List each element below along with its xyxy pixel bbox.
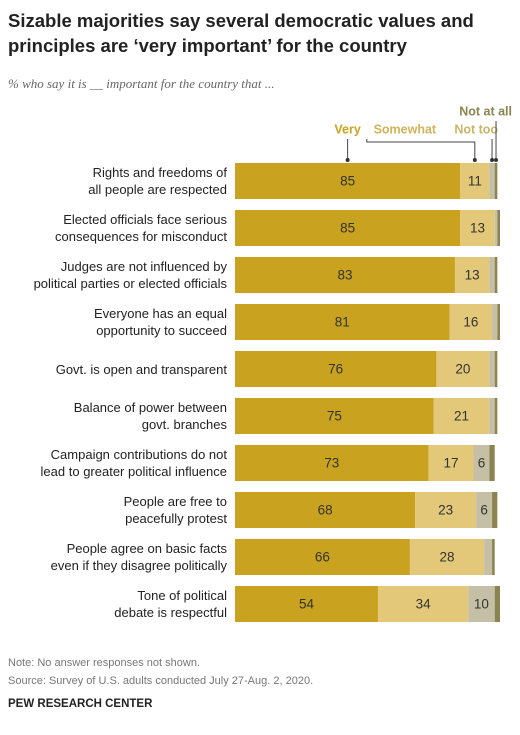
value-label: 76 [328, 362, 343, 377]
bar-segment [454, 257, 490, 293]
value-label: 34 [416, 597, 432, 612]
value-label: 54 [299, 597, 315, 612]
bar-segment [433, 398, 490, 434]
value-label: 6 [480, 503, 488, 518]
bar-segment [484, 539, 493, 575]
bar-segment [489, 257, 495, 293]
bar-segment [497, 210, 500, 246]
bar-segment [235, 304, 450, 340]
row-label: Govt. is open and transparent [55, 361, 227, 377]
row-label: Rights and freedoms of all people are re… [88, 165, 227, 197]
note: Note: No answer responses not shown. [8, 657, 200, 669]
bar-segment [378, 586, 469, 622]
value-label: 21 [454, 409, 469, 424]
bar-segment [428, 445, 474, 481]
value-label: 81 [335, 315, 350, 330]
value-label: 17 [443, 456, 458, 471]
value-label: 83 [337, 268, 352, 283]
value-label: 73 [324, 456, 339, 471]
bar-segment [489, 163, 495, 199]
value-label: 85 [340, 221, 355, 236]
bar-segment [489, 445, 495, 481]
bar-segment [235, 351, 437, 387]
leader-dot [490, 158, 495, 162]
value-label: 10 [474, 597, 489, 612]
leader-dot [345, 158, 350, 162]
value-label: 68 [318, 503, 333, 518]
source: Source: Survey of U.S. adults conducted … [8, 675, 314, 687]
value-label: 66 [315, 550, 330, 565]
value-label: 13 [470, 221, 485, 236]
leader-dot [494, 158, 499, 162]
chart-subtitle: % who say it is __ important for the cou… [8, 76, 275, 91]
leader-dot [472, 158, 477, 162]
row-label: Tone of political debate is respectful [114, 588, 227, 620]
value-label: 28 [439, 550, 454, 565]
bar-segment [489, 351, 495, 387]
legend-label: Somewhat [374, 122, 437, 136]
bar-segment [235, 445, 429, 481]
bar-segment [494, 163, 498, 199]
value-label: 11 [468, 174, 482, 189]
chart-title: Sizable majorities say several democrati… [8, 10, 474, 56]
value-label: 16 [463, 315, 478, 330]
leader-line [366, 139, 476, 160]
bar-segment [235, 492, 416, 528]
value-label: 13 [465, 268, 480, 283]
value-label: 75 [327, 409, 342, 424]
legend-label: Not too [454, 122, 498, 136]
row-label: Balance of power between govt. branches [73, 400, 227, 432]
bar-segment [492, 304, 498, 340]
bar-segment [235, 398, 434, 434]
bar-segment [235, 539, 410, 575]
bar-segment [235, 163, 461, 199]
bar-segment [235, 210, 461, 246]
bar-segment [494, 257, 498, 293]
row-label: Judges are not influenced by political p… [33, 259, 227, 291]
bar-segment [494, 586, 500, 622]
bar-segment [235, 257, 455, 293]
legend-label: Very [334, 122, 360, 136]
value-label: 6 [478, 456, 486, 471]
row-label: Campaign contributions do not lead to gr… [40, 447, 227, 479]
row-label: People are free to peacefully protest [123, 494, 227, 526]
bar-segment [460, 210, 495, 246]
bar-segment [473, 445, 490, 481]
bar-segment [409, 539, 485, 575]
bar-segment [476, 492, 493, 528]
row-label: People agree on basic facts even if they… [50, 541, 227, 573]
bar-segment [235, 586, 379, 622]
value-label: 23 [438, 503, 453, 518]
bar-segment [460, 163, 490, 199]
value-label: 85 [340, 174, 355, 189]
bar-segment [436, 351, 490, 387]
bar-segment [449, 304, 493, 340]
bar-segment [492, 539, 495, 575]
value-label: 20 [455, 362, 470, 377]
legend-label: Not at all [459, 104, 512, 118]
bar-segment [494, 398, 498, 434]
row-label: Elected officials face serious consequen… [55, 212, 227, 244]
bar-segment [415, 492, 477, 528]
bar-segment [468, 586, 495, 622]
row-label: Everyone has an equal opportunity to suc… [94, 306, 227, 338]
brand: PEW RESEARCH CENTER [8, 698, 153, 710]
bar-segment [492, 492, 498, 528]
bar-segment [494, 210, 498, 246]
bar-segment [489, 398, 495, 434]
bar-segment [494, 351, 498, 387]
bar-segment [497, 304, 500, 340]
